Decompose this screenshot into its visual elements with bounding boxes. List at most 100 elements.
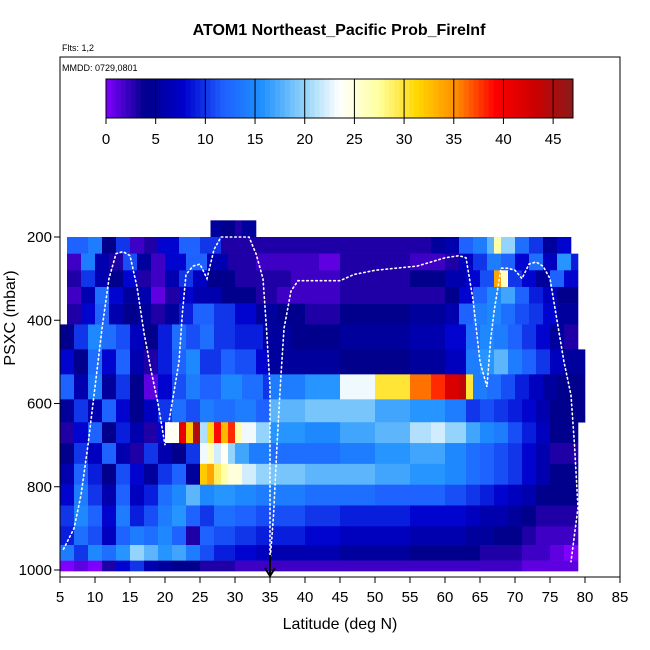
x-tick-label: 65 <box>472 589 489 606</box>
heatmap-cell <box>235 505 257 527</box>
heatmap-cell <box>508 443 523 465</box>
heatmap-cell <box>466 349 481 375</box>
heatmap-cell <box>508 399 523 423</box>
heatmap-cell <box>473 374 488 400</box>
heatmap-cell <box>256 237 306 254</box>
heatmap-cell <box>256 349 271 375</box>
colorbar-segment <box>264 79 271 118</box>
heatmap-cell <box>130 237 145 254</box>
heatmap-cell <box>116 374 131 400</box>
y-tick-label: 200 <box>27 229 52 246</box>
colorbar-segment <box>563 79 569 118</box>
heatmap-cell <box>305 526 341 546</box>
heatmap-cell <box>494 443 509 465</box>
heatmap-cell <box>459 374 467 400</box>
heatmap-cell <box>501 253 516 271</box>
heatmap-cell <box>564 349 586 375</box>
heatmap-cell <box>214 399 236 423</box>
heatmap-cell <box>214 463 222 485</box>
heatmap-cell <box>466 399 481 423</box>
heatmap-cell <box>340 484 376 506</box>
x-tick-label: 55 <box>402 589 419 606</box>
heatmap-cell <box>186 253 208 271</box>
heatmap-cell <box>221 443 229 465</box>
heatmap-cell <box>340 349 411 375</box>
heatmap-cell <box>340 324 411 350</box>
flight-track <box>62 236 579 563</box>
heatmap-cell <box>200 505 215 527</box>
heatmap-cell <box>186 545 201 561</box>
heatmap-cell <box>256 505 271 527</box>
heatmap-cell <box>207 443 215 465</box>
heatmap-cell <box>550 545 565 561</box>
heatmap-cell <box>536 463 551 485</box>
colorbar-segment <box>448 79 455 118</box>
colorbar-segment <box>493 79 499 118</box>
colorbar-segment <box>175 79 181 118</box>
heatmap-cell <box>445 560 467 572</box>
heatmap-cell <box>116 399 131 423</box>
heatmap-cell <box>473 237 488 254</box>
heatmap-cell <box>172 463 187 485</box>
latitude-marker-arrow <box>264 555 276 578</box>
heatmap-cell <box>109 270 124 288</box>
heatmap-cell <box>60 505 75 527</box>
heatmap-cell <box>487 286 502 304</box>
heatmap-cell <box>179 422 187 444</box>
colorbar-segment <box>558 79 564 118</box>
heatmap-cell <box>235 270 264 288</box>
heatmap-cell <box>508 505 523 527</box>
heatmap-cell <box>242 463 257 485</box>
heatmap-cell <box>88 349 103 375</box>
heatmap-cell <box>305 237 341 254</box>
heatmap-cell <box>256 399 271 423</box>
heatmap-cell <box>207 270 236 288</box>
heatmap-cell <box>536 560 551 572</box>
heatmap-cell <box>235 399 257 423</box>
colorbar-segment <box>548 79 554 118</box>
y-tick-label: 800 <box>27 479 52 496</box>
colorbar-segment <box>230 79 236 118</box>
x-tick-label: 45 <box>332 589 349 606</box>
heatmap-cell <box>179 286 194 304</box>
heatmap-cell <box>158 484 173 506</box>
heatmap-cell <box>102 463 117 485</box>
heatmap-cell <box>144 560 159 572</box>
heatmap-cell <box>515 286 530 304</box>
heatmap-cell <box>102 505 117 527</box>
heatmap-cell <box>144 237 159 254</box>
heatmap-cell <box>235 443 250 465</box>
heatmap-cell <box>200 560 215 572</box>
heatmap-cell <box>228 443 236 465</box>
heatmap-cell <box>116 560 131 572</box>
heatmap-cell <box>235 545 257 561</box>
heatmap-cell <box>60 463 75 485</box>
heatmap-cell <box>235 220 243 238</box>
heatmap-cell <box>557 237 572 254</box>
heatmap-cell <box>522 526 537 546</box>
colorbar-segment <box>205 79 211 118</box>
heatmap-cell <box>473 286 488 304</box>
colorbar-segment <box>309 79 316 118</box>
heatmap-cell <box>102 526 117 546</box>
heatmap-cell <box>172 526 187 546</box>
heatmap-cell <box>305 286 341 304</box>
heatmap-cell <box>466 324 481 350</box>
colorbar-segment <box>503 79 509 118</box>
heatmap-cell <box>270 560 306 572</box>
heatmap-cell <box>88 399 103 423</box>
heatmap-cell <box>305 463 341 485</box>
heatmap-cell <box>109 253 124 271</box>
colorbar-segment <box>414 79 420 118</box>
heatmap-cell <box>102 422 117 444</box>
heatmap-cell <box>67 270 82 288</box>
heatmap-cell <box>263 374 271 400</box>
heatmap-cell <box>116 463 131 485</box>
marker-head <box>264 567 276 578</box>
heatmap-cell <box>550 324 565 350</box>
heatmap-cell <box>67 303 82 325</box>
heatmap-cell <box>81 270 96 288</box>
heatmap-cell <box>466 443 481 465</box>
colorbar-segment <box>284 79 291 118</box>
heatmap-cell <box>172 324 187 350</box>
